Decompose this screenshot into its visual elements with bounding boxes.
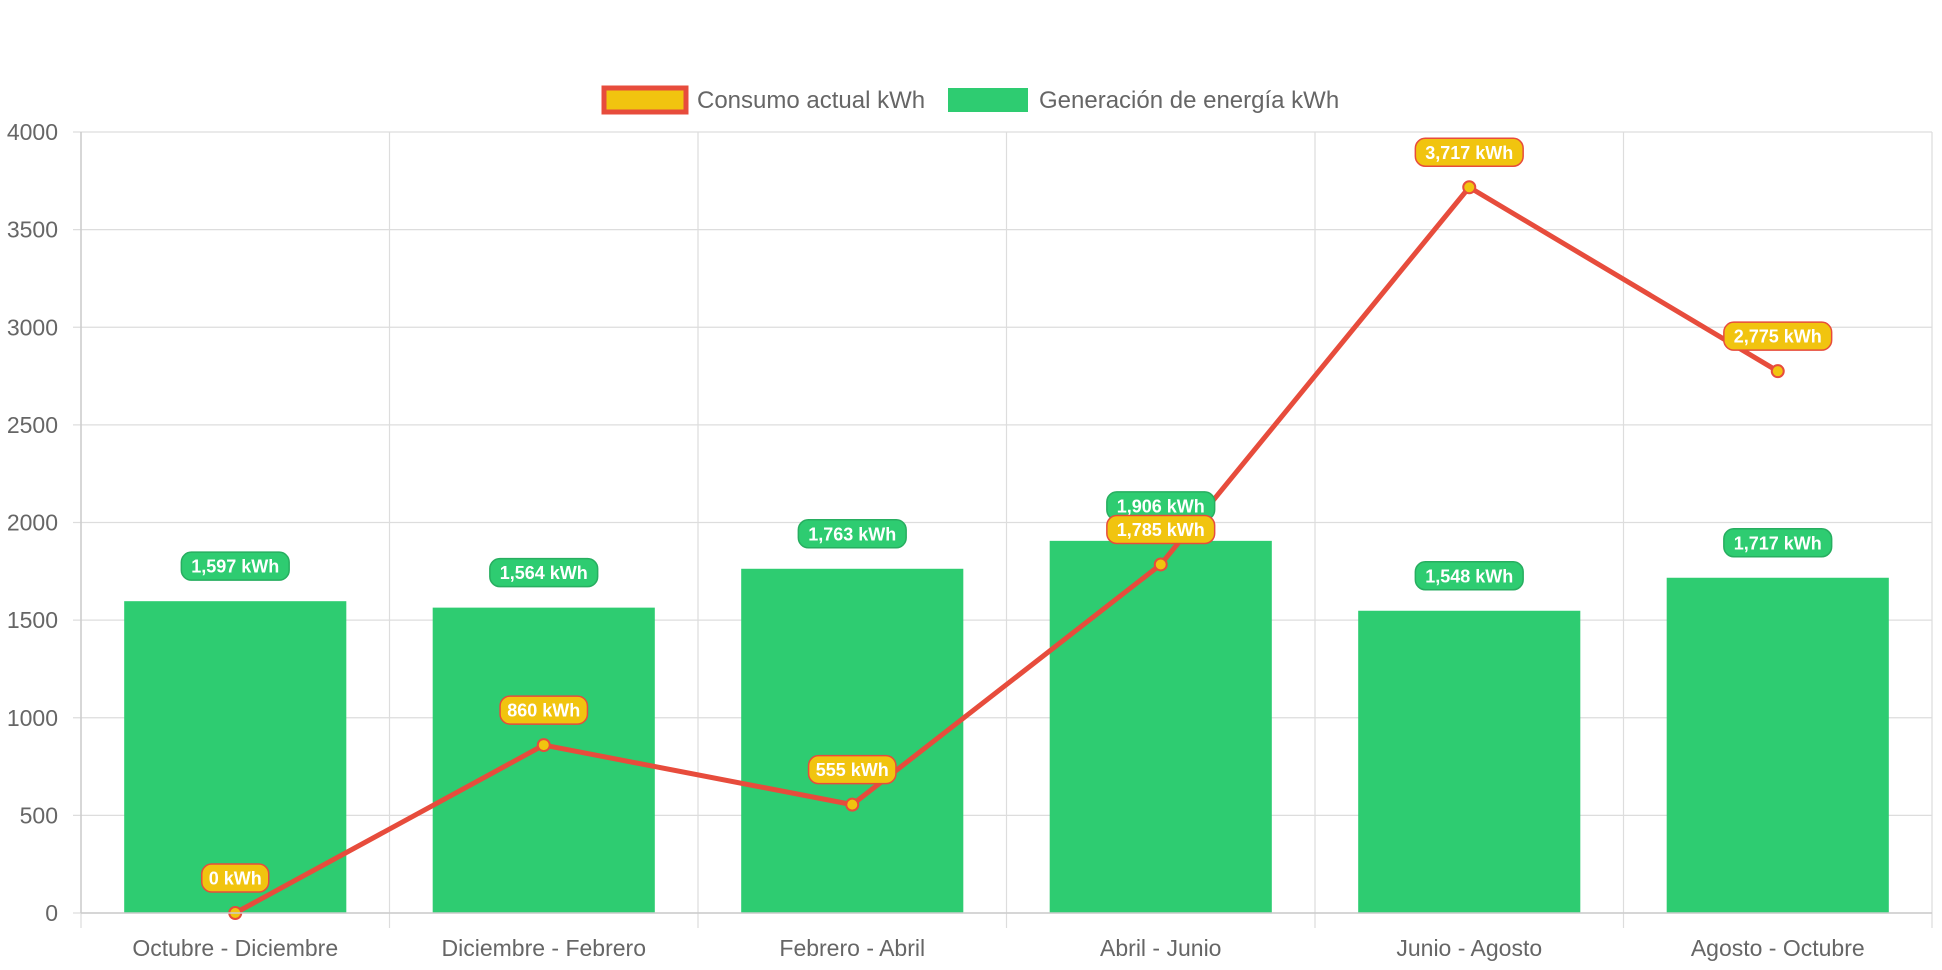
data-label-bg (807, 754, 897, 785)
y-tick-label: 2500 (7, 412, 58, 438)
y-tick-label: 1000 (7, 705, 58, 731)
y-tick-label: 500 (20, 802, 58, 828)
line-data-labels: 0 kWh 860 kWh 555 kWh 1,785 kWh 3,717 kWh 2,7… (201, 137, 1833, 893)
bar-data-label: 1,717 kWh (1723, 528, 1833, 558)
line-data-label: 1,785 kWh (1106, 514, 1216, 545)
data-label-bg (797, 519, 907, 549)
line-point[interactable] (1153, 557, 1168, 572)
bar-data-label: 1,548 kWh (1414, 561, 1524, 591)
data-label-text: 1,597 kWh (191, 557, 279, 577)
y-tick-label: 0 (45, 900, 58, 926)
data-label-text: 0 kWh (209, 869, 262, 889)
x-tick-label: Octubre - Diciembre (132, 935, 338, 961)
data-label-text: 1,564 kWh (500, 563, 588, 583)
y-tick-label: 3000 (7, 314, 58, 340)
line-point[interactable] (1770, 364, 1785, 379)
data-label-text: 1,763 kWh (808, 524, 896, 544)
legend-label-generacion[interactable]: Generación de energía kWh (1039, 87, 1339, 114)
data-label-text: 3,717 kWh (1425, 143, 1513, 163)
y-tick-label: 1500 (7, 607, 58, 633)
data-label-text: 1,548 kWh (1425, 566, 1513, 586)
line-data-label: 555 kWh (807, 754, 897, 785)
x-tick-label: Febrero - Abril (779, 935, 925, 961)
legend-swatch-consumo[interactable] (601, 85, 689, 115)
data-label-bg (1414, 561, 1524, 591)
bar[interactable] (1666, 577, 1889, 913)
bar[interactable] (741, 568, 964, 913)
line-point[interactable] (845, 797, 860, 812)
legend-swatch-generacion[interactable] (948, 88, 1028, 112)
data-label-text: 2,775 kWh (1734, 327, 1822, 347)
x-tick-label: Diciembre - Febrero (442, 935, 647, 961)
bar-data-label: 1,597 kWh (180, 551, 290, 581)
y-tick-label: 4000 (7, 119, 58, 145)
line-data-label: 3,717 kWh (1414, 137, 1524, 168)
bar-data-labels: 1,597 kWh 1,564 kWh 1,763 kWh 1,906 kWh 1,54… (180, 491, 1833, 591)
bar[interactable] (1049, 540, 1272, 913)
data-label-bg (499, 695, 589, 725)
data-label-bg (1414, 137, 1524, 168)
line-point[interactable] (536, 738, 551, 753)
line-series-consumo (228, 180, 1785, 920)
data-label-bg (489, 557, 599, 588)
line-data-label: 860 kWh (499, 695, 589, 725)
line-path (234, 184, 1780, 916)
chart-legend[interactable]: Consumo actual kWh Generación de energía… (601, 85, 1339, 115)
bar-series-generacion (124, 540, 1889, 913)
line-data-label: 2,775 kWh (1723, 321, 1833, 351)
chart-grid (73, 131, 1933, 928)
bar[interactable] (1358, 610, 1581, 913)
data-label-bg (1723, 528, 1833, 558)
bar-data-label: 1,564 kWh (489, 557, 599, 588)
line-point[interactable] (1462, 180, 1477, 195)
data-label-bg (1723, 321, 1833, 351)
bar-data-label: 1,906 kWh (1106, 491, 1216, 521)
data-label-text: 1,717 kWh (1734, 533, 1822, 553)
data-label-bg (201, 863, 270, 893)
data-label-bg (180, 551, 290, 581)
chart-axes: 0 500 1000 1500 2000 2500 3000 3500 4000 Octubre … (7, 119, 1932, 961)
line-data-label: 0 kWh (201, 863, 270, 893)
data-label-text: 1,906 kWh (1117, 496, 1205, 516)
bar[interactable] (124, 601, 347, 913)
x-tick-label: Agosto - Octubre (1691, 935, 1865, 961)
bar-data-label: 1,763 kWh (797, 519, 907, 549)
y-tick-label: 3500 (7, 217, 58, 243)
data-label-text: 555 kWh (816, 760, 889, 780)
legend-label-consumo[interactable]: Consumo actual kWh (697, 87, 925, 114)
y-tick-label: 2000 (7, 510, 58, 536)
data-label-text: 1,785 kWh (1117, 520, 1205, 540)
data-label-bg (1106, 514, 1216, 545)
x-tick-label: Abril - Junio (1100, 935, 1221, 961)
data-label-text: 860 kWh (507, 701, 580, 721)
x-tick-label: Junio - Agosto (1396, 935, 1542, 961)
